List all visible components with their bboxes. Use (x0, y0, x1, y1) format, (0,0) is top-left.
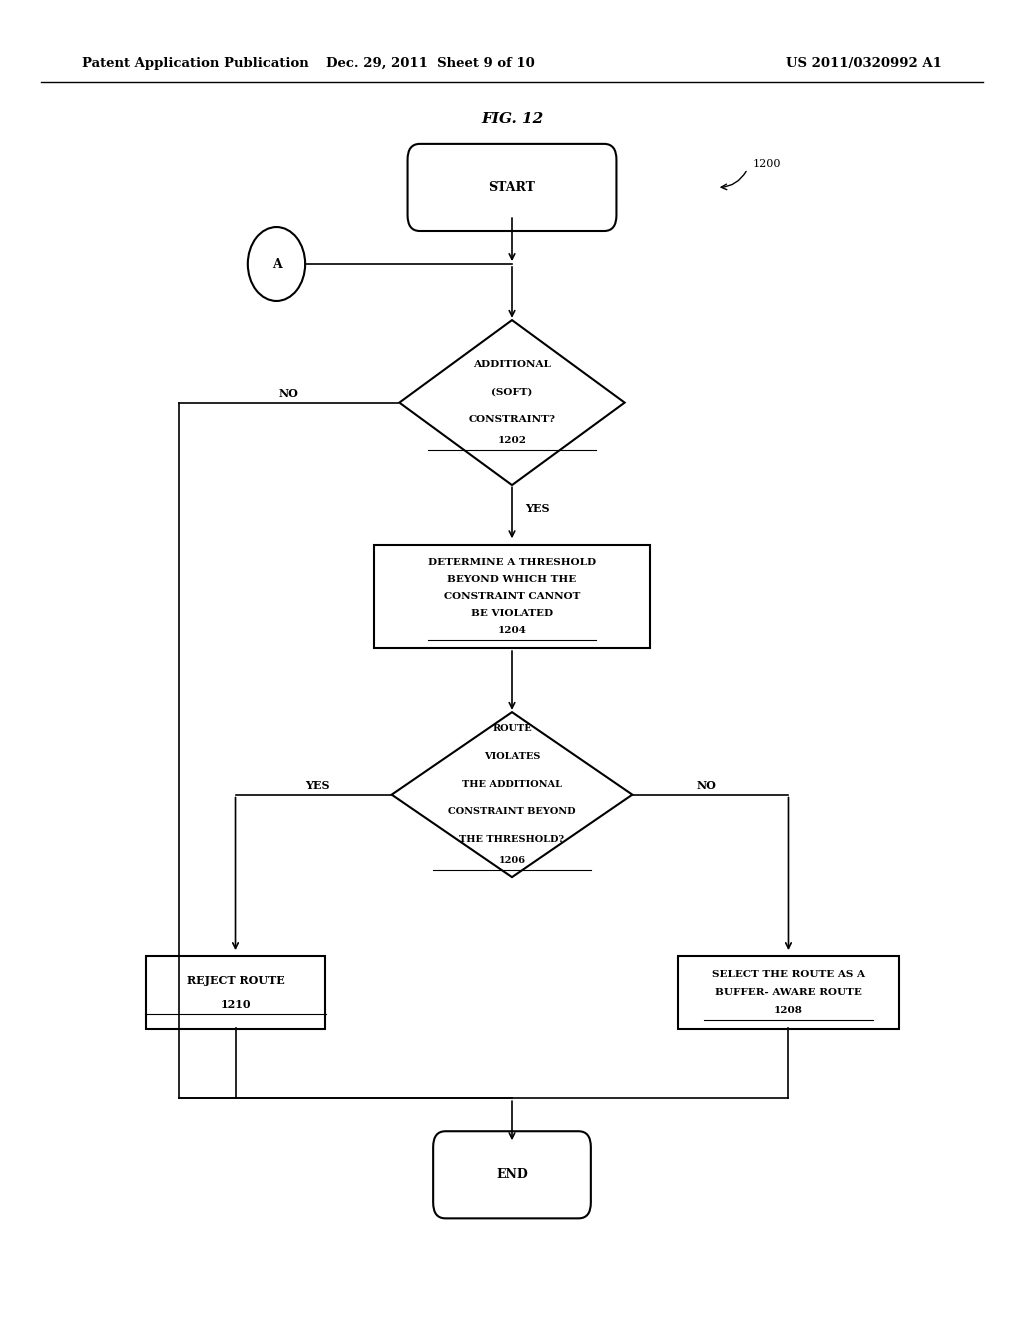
Text: THE ADDITIONAL: THE ADDITIONAL (462, 780, 562, 788)
Text: CONSTRAINT BEYOND: CONSTRAINT BEYOND (449, 808, 575, 816)
Text: (SOFT): (SOFT) (492, 388, 532, 396)
Circle shape (248, 227, 305, 301)
FancyBboxPatch shape (408, 144, 616, 231)
Text: SELECT THE ROUTE AS A: SELECT THE ROUTE AS A (712, 970, 865, 979)
Polygon shape (391, 713, 632, 876)
Text: 1202: 1202 (498, 437, 526, 445)
Text: Patent Application Publication: Patent Application Publication (82, 57, 308, 70)
Text: 1204: 1204 (498, 627, 526, 635)
Text: Dec. 29, 2011  Sheet 9 of 10: Dec. 29, 2011 Sheet 9 of 10 (326, 57, 535, 70)
Text: YES: YES (305, 780, 330, 791)
Text: REJECT ROUTE: REJECT ROUTE (186, 975, 285, 986)
Bar (146, 956, 326, 1030)
Text: BE VIOLATED: BE VIOLATED (471, 610, 553, 618)
Text: BEYOND WHICH THE: BEYOND WHICH THE (447, 576, 577, 583)
Text: END: END (496, 1168, 528, 1181)
Text: 1210: 1210 (220, 999, 251, 1010)
Text: CONSTRAINT CANNOT: CONSTRAINT CANNOT (443, 593, 581, 601)
Text: NO: NO (279, 388, 299, 399)
Text: US 2011/0320992 A1: US 2011/0320992 A1 (786, 57, 942, 70)
Text: 1200: 1200 (753, 158, 781, 169)
Text: FIG. 12: FIG. 12 (481, 112, 543, 125)
Text: ADDITIONAL: ADDITIONAL (473, 360, 551, 368)
Text: THE THRESHOLD?: THE THRESHOLD? (460, 836, 564, 843)
Text: BUFFER- AWARE ROUTE: BUFFER- AWARE ROUTE (715, 989, 862, 997)
Text: 1208: 1208 (774, 1006, 803, 1015)
Text: ROUTE: ROUTE (493, 725, 531, 733)
Text: VIOLATES: VIOLATES (483, 752, 541, 760)
Text: CONSTRAINT?: CONSTRAINT? (469, 416, 555, 424)
Bar (374, 545, 650, 648)
Text: DETERMINE A THRESHOLD: DETERMINE A THRESHOLD (428, 558, 596, 566)
FancyBboxPatch shape (433, 1131, 591, 1218)
Text: YES: YES (525, 503, 550, 513)
Text: A: A (271, 257, 282, 271)
Bar (678, 956, 899, 1030)
Polygon shape (399, 321, 625, 486)
Text: NO: NO (696, 780, 717, 791)
Text: 1206: 1206 (499, 857, 525, 865)
Text: START: START (488, 181, 536, 194)
